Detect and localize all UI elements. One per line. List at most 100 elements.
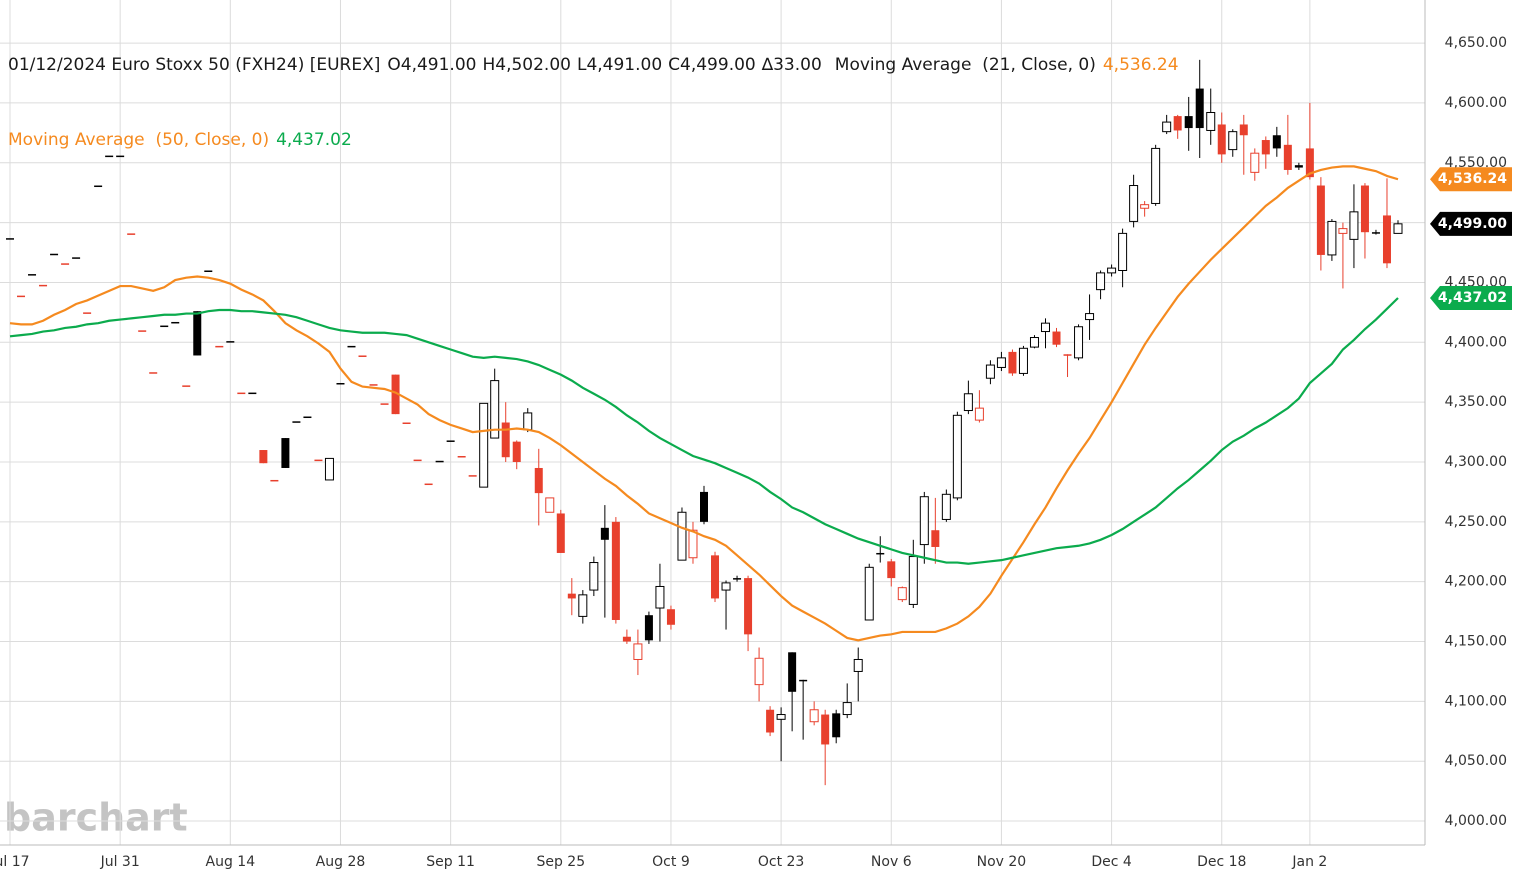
candle-body: [435, 460, 444, 463]
candle-body: [744, 578, 753, 635]
y-tick-label: 4,550.00: [1445, 155, 1507, 171]
price-tag: [1430, 286, 1512, 311]
candle-body: [248, 392, 257, 395]
candle-body: [1063, 354, 1072, 356]
candle-body: [204, 270, 213, 272]
ohlc-label: O4,491.00: [387, 55, 477, 75]
legend-entry: Moving Average (21, Close, 0): [834, 55, 1096, 75]
candle-body: [358, 355, 367, 357]
candle-body: [1018, 347, 1028, 374]
legend-entry: Moving Average (50, Close, 0): [8, 130, 270, 150]
candle-body: [72, 257, 81, 259]
candle-body: [589, 562, 599, 591]
candle-body: [1151, 147, 1161, 204]
candle-body: [952, 414, 962, 499]
candle-body: [908, 556, 918, 605]
legend-value: 4,437.02: [276, 130, 352, 150]
y-tick-label: 4,250.00: [1445, 514, 1507, 530]
candle-body: [347, 345, 356, 348]
candle-body: [1283, 144, 1292, 170]
candle-body: [1040, 322, 1050, 333]
candle-body: [127, 233, 136, 235]
x-tick-label: Oct 9: [652, 854, 690, 870]
candle-body: [116, 155, 125, 158]
candle-body: [1239, 124, 1248, 136]
candle-body: [985, 364, 995, 379]
candle-body: [171, 321, 180, 324]
candle-body: [468, 475, 477, 477]
candle-body: [523, 412, 533, 431]
candle-body: [1250, 152, 1260, 173]
ohlc-label: ∆33.00: [761, 55, 822, 75]
candle-body: [1371, 232, 1380, 234]
candle-body: [1107, 267, 1117, 274]
ohlc-values: O4,491.00 H4,502.00 L4,491.00 C4,499.00 ∆33.…: [387, 55, 827, 75]
x-tick-label: Dec 4: [1091, 854, 1132, 870]
candle-body: [413, 459, 422, 462]
candle-body: [622, 636, 631, 642]
candle-body: [864, 566, 874, 621]
y-tick-label: 4,150.00: [1445, 634, 1507, 650]
x-tick-label: Aug 28: [316, 854, 366, 870]
grid: [0, 0, 1425, 845]
x-tick-label: Oct 23: [758, 854, 804, 870]
candle-body: [733, 578, 742, 580]
candle-body: [270, 479, 279, 482]
candle-body: [842, 702, 852, 716]
candle-body: [446, 440, 455, 442]
chart-header: 01/12/2024 Euro Stoxx 50 (FXH24) [EUREX]…: [8, 3, 1186, 178]
candle-body: [545, 497, 555, 513]
candle-body: [666, 609, 675, 625]
candle-body: [941, 493, 951, 520]
candle-body: [887, 561, 896, 579]
y-tick-label: 4,100.00: [1445, 693, 1507, 709]
candle-body: [1029, 337, 1039, 348]
candle-body: [424, 483, 433, 486]
y-tick-label: 4,000.00: [1445, 813, 1507, 829]
candle-body: [138, 330, 147, 332]
x-tick-label: Sep 25: [536, 854, 585, 870]
candle-body: [611, 521, 620, 620]
candle-body: [1195, 88, 1204, 129]
candle-body: [853, 658, 863, 672]
candle-body: [876, 552, 885, 555]
candle-body: [215, 345, 224, 348]
candle-body: [1008, 351, 1017, 374]
candle-body: [534, 467, 543, 494]
candle-body: [974, 407, 984, 421]
candles: [6, 59, 1403, 786]
candle-body: [1272, 135, 1281, 149]
header-line: Moving Average (50, Close, 0) 4,437.02: [8, 128, 1186, 153]
candle-body: [402, 422, 411, 424]
candle-body: [721, 582, 731, 591]
candle-body: [567, 593, 576, 599]
candle-body: [28, 274, 37, 276]
chart-title: 01/12/2024 Euro Stoxx 50 (FXH24) [EUREX]: [8, 55, 381, 75]
candle-body: [149, 372, 158, 374]
candle-body: [776, 714, 786, 720]
candle-body: [1206, 112, 1216, 131]
candle-body: [391, 374, 400, 415]
candle-body: [1052, 331, 1061, 345]
candle-body: [963, 393, 973, 412]
candle-body: [1393, 223, 1403, 234]
y-tick-label: 4,600.00: [1445, 95, 1507, 111]
candle-body: [336, 383, 345, 385]
price-tag-label: 4,499.00: [1438, 216, 1507, 232]
candle-body: [259, 450, 268, 464]
price-tag-label: 4,536.24: [1438, 171, 1507, 187]
candle-body: [6, 238, 14, 240]
x-tick-label: Nov 6: [871, 854, 912, 870]
moving-average-line: [9, 165, 1399, 642]
y-tick-label: 4,050.00: [1445, 753, 1507, 769]
ohlc-label: H4,502.00: [482, 55, 571, 75]
candle-body: [931, 530, 940, 547]
candle-body: [578, 594, 588, 617]
candle-body: [996, 357, 1006, 368]
candle-body: [39, 284, 48, 287]
candle-body: [457, 456, 466, 458]
x-tick-label: Sep 11: [426, 854, 475, 870]
candle-body: [655, 585, 665, 609]
candle-body: [600, 527, 609, 540]
